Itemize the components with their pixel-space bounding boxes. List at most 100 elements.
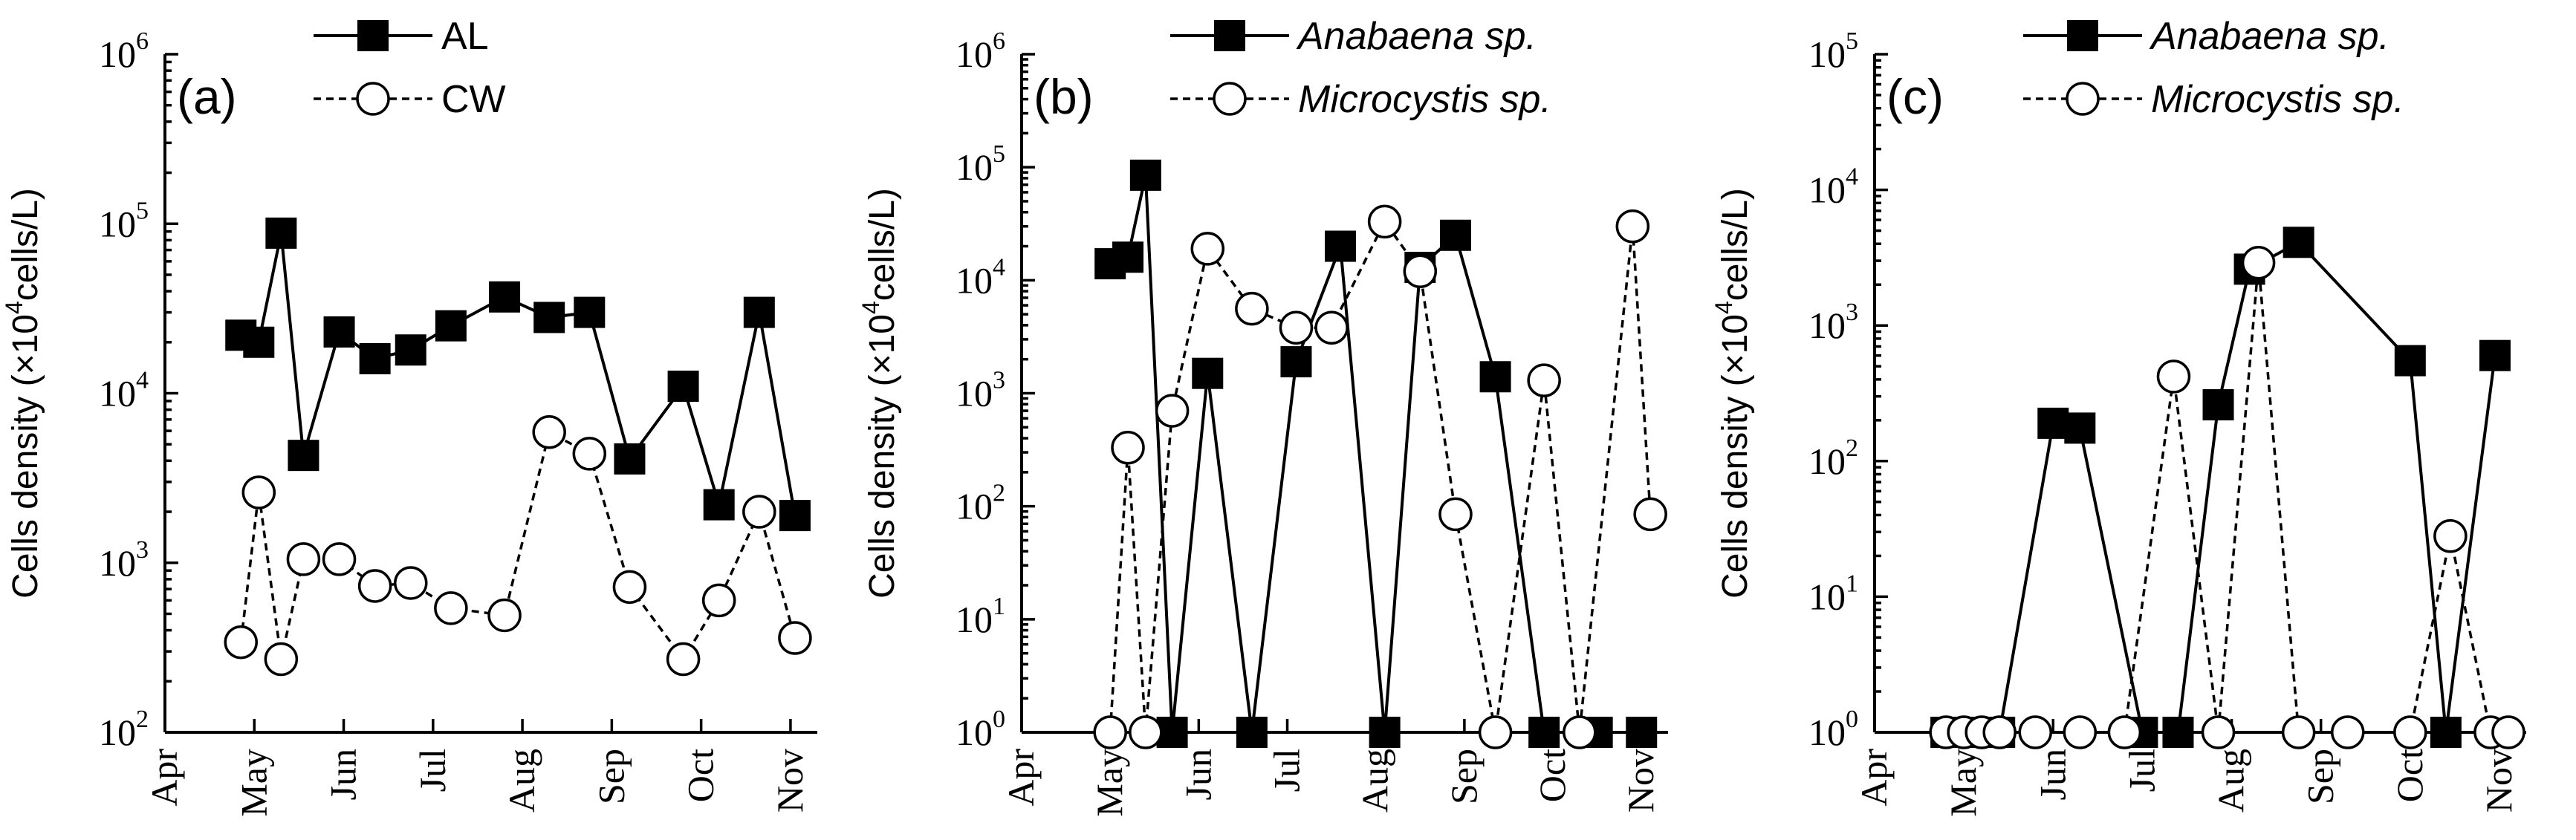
data-point-square: [1479, 361, 1511, 393]
y-tick-exponent: 1: [1846, 570, 1858, 597]
series-line: [1109, 219, 1652, 733]
y-tick-label: 102: [99, 706, 149, 753]
x-tick-label: Sep: [1443, 749, 1485, 804]
y-tick-exponent: 4: [136, 367, 149, 394]
x-tick-label: Jul: [2121, 749, 2162, 792]
data-point-square: [1439, 219, 1471, 251]
series-dashed: [224, 415, 812, 677]
data-point-circle: [264, 642, 299, 677]
legend-entry: AL: [314, 15, 489, 58]
data-point-circle: [1478, 715, 1513, 749]
data-point-circle: [1367, 204, 1402, 239]
y-tick-label: 104: [1808, 163, 1858, 211]
x-tick-label: Jun: [2031, 749, 2073, 800]
data-point-circle: [1235, 291, 1269, 326]
data-point-circle: [2433, 518, 2468, 553]
data-point-square: [2394, 345, 2426, 377]
data-point-circle: [778, 621, 812, 655]
series-line: [239, 430, 797, 662]
data-point-square: [1369, 717, 1401, 748]
data-point-square: [1112, 241, 1144, 273]
data-point-circle: [612, 570, 647, 605]
y-tick-label: 105: [1808, 27, 1858, 75]
series-dashed: [1093, 204, 1667, 749]
data-point-circle: [1111, 431, 1145, 465]
data-point-circle: [1129, 715, 1163, 749]
legend-entry: Microcystis sp.: [2023, 78, 2404, 121]
legend-label: AL: [441, 15, 489, 58]
series-dashed: [1929, 246, 2525, 749]
data-point-square: [489, 281, 521, 313]
series-line: [1946, 240, 2496, 734]
data-point-circle: [1615, 209, 1650, 244]
data-point-circle: [2491, 715, 2525, 749]
series-line: [1109, 175, 1642, 734]
x-tick-label: Oct: [680, 749, 721, 802]
y-tick-label: 105: [99, 197, 149, 244]
legend-label: CW: [441, 78, 506, 121]
legend-label: Anabaena sp.: [2149, 15, 2390, 58]
data-point-circle: [532, 415, 566, 449]
y-axis-label-exponent: 4: [857, 301, 884, 314]
x-tick-label: May: [1942, 749, 1984, 817]
legend-marker-circle: [1213, 82, 1247, 116]
data-point-square: [359, 342, 391, 374]
y-tick-exponent: 1: [993, 593, 1005, 620]
data-point-circle: [1563, 715, 1597, 749]
y-tick-label: 102: [1808, 434, 1858, 482]
y-axis-label-exponent: 4: [1710, 301, 1737, 314]
data-point-square: [243, 326, 275, 358]
data-point-circle: [394, 566, 428, 600]
x-tick-label: Sep: [590, 749, 632, 804]
y-tick-exponent: 2: [993, 480, 1005, 507]
data-point-square: [2202, 389, 2234, 421]
y-axis-label-unit: cells/L): [1716, 188, 1755, 301]
x-tick-label: May: [233, 749, 274, 817]
data-point-square: [1325, 230, 1357, 262]
y-axis-label-exponent: 4: [1, 301, 27, 314]
data-point-circle: [742, 495, 776, 529]
legend-entry: Anabaena sp.: [1170, 15, 1537, 58]
data-point-square: [2037, 407, 2069, 439]
data-point-square: [2283, 227, 2314, 258]
legend-marker-square: [2067, 20, 2098, 51]
data-point-square: [703, 489, 735, 521]
data-point-circle: [224, 625, 258, 660]
legend-marker-square: [357, 20, 389, 51]
data-point-circle: [1527, 363, 1561, 397]
legend-marker-circle: [2066, 82, 2100, 116]
y-tick-label: 103: [956, 367, 1005, 414]
data-point-square: [574, 296, 606, 328]
data-point-circle: [2281, 715, 2316, 749]
y-tick-label: 106: [99, 27, 149, 75]
data-point-square: [395, 334, 426, 366]
series-line: [240, 232, 797, 516]
data-point-square: [1528, 717, 1560, 748]
x-tick-label: Apr: [1853, 749, 1895, 807]
data-point-circle: [666, 642, 701, 677]
data-point-circle: [2201, 715, 2236, 749]
y-tick-exponent: 2: [1846, 434, 1858, 462]
y-axis-label-unit: cells/L): [6, 188, 45, 301]
data-point-circle: [487, 598, 522, 633]
data-point-square: [435, 310, 467, 342]
x-tick-label: Aug: [1354, 749, 1396, 813]
legend-marker-circle: [356, 82, 390, 116]
legend-label: Microcystis sp.: [1298, 78, 1551, 121]
y-tick-label: 104: [956, 253, 1005, 301]
x-tick-label: Oct: [2389, 749, 2430, 802]
data-point-circle: [434, 591, 468, 625]
y-tick-exponent: 6: [136, 27, 149, 55]
data-point-square: [1192, 357, 1224, 389]
data-point-square: [2430, 717, 2462, 748]
x-tick-label: Jun: [322, 749, 364, 800]
x-tick-label: Sep: [2300, 749, 2341, 804]
x-tick-label: Apr: [1000, 749, 1042, 807]
data-point-square: [265, 217, 297, 249]
data-point-circle: [2393, 715, 2427, 749]
data-point-circle: [572, 437, 607, 471]
x-tick-label: Jun: [1177, 749, 1219, 800]
data-point-square: [533, 302, 565, 333]
data-point-circle: [1155, 394, 1190, 428]
